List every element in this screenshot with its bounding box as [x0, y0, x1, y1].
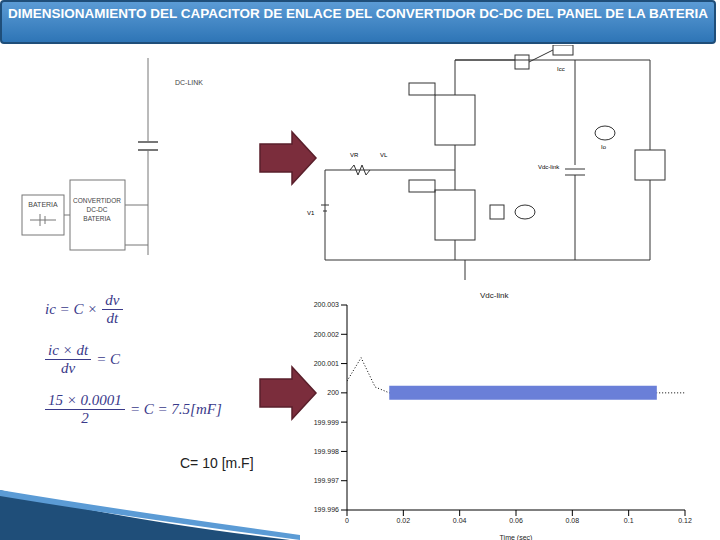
svg-text:BATERIA: BATERIA — [83, 215, 111, 222]
html-text:DIMENSIONAMIENTO DEL CAPACITOR: DIMENSIONAMIENTO DEL CAPACITOR DE ENLACE… — [8, 6, 708, 21]
svg-text:Icc: Icc — [557, 66, 565, 72]
html-text:= C = 7.5[mF]: = C = 7.5[mF] — [129, 401, 222, 417]
html-text:C= 10 [m.F]: C= 10 [m.F] — [180, 455, 254, 471]
html-text:dv: dv — [61, 360, 76, 376]
svg-text:V1: V1 — [307, 210, 315, 216]
svg-text:VL: VL — [380, 152, 388, 158]
html-text:2: 2 — [81, 410, 89, 426]
svg-text:CONVERTIDOR: CONVERTIDOR — [73, 197, 121, 204]
html-text:dv: dv — [105, 292, 120, 308]
html-text:dt: dt — [106, 310, 119, 326]
svg-text:200.001: 200.001 — [314, 360, 339, 367]
html-text:ic = C ×: ic = C × — [45, 301, 98, 317]
svg-text:0.08: 0.08 — [566, 517, 580, 524]
svg-text:Time (sec): Time (sec) — [500, 534, 533, 540]
svg-text:0.06: 0.06 — [509, 517, 523, 524]
svg-text:BATERIA: BATERIA — [28, 201, 58, 208]
svg-text:0.1: 0.1 — [624, 517, 634, 524]
svg-text:0.04: 0.04 — [453, 517, 467, 524]
svg-text:199.999: 199.999 — [314, 419, 339, 426]
svg-text:200.002: 200.002 — [314, 331, 339, 338]
svg-text:0.02: 0.02 — [397, 517, 411, 524]
svg-text:Io: Io — [601, 144, 607, 150]
svg-text:200: 200 — [327, 389, 339, 396]
html-text:= C: = C — [96, 351, 120, 367]
svg-text:199.998: 199.998 — [314, 448, 339, 455]
html-text:ic × dt: ic × dt — [48, 342, 89, 358]
svg-text:VR: VR — [350, 152, 359, 158]
svg-text:0: 0 — [345, 517, 349, 524]
svg-text:199.996: 199.996 — [314, 506, 339, 513]
svg-text:0.12: 0.12 — [678, 517, 692, 524]
html-text:Vdc-link: Vdc-link — [480, 291, 509, 300]
svg-text:DC-LINK: DC-LINK — [175, 79, 203, 86]
svg-text:199.997: 199.997 — [314, 477, 339, 484]
svg-text:200.003: 200.003 — [314, 301, 339, 308]
svg-text:DC-DC: DC-DC — [87, 206, 108, 213]
html-text:15 × 0.0001: 15 × 0.0001 — [48, 392, 122, 408]
svg-text:Vdc-link: Vdc-link — [538, 164, 560, 170]
